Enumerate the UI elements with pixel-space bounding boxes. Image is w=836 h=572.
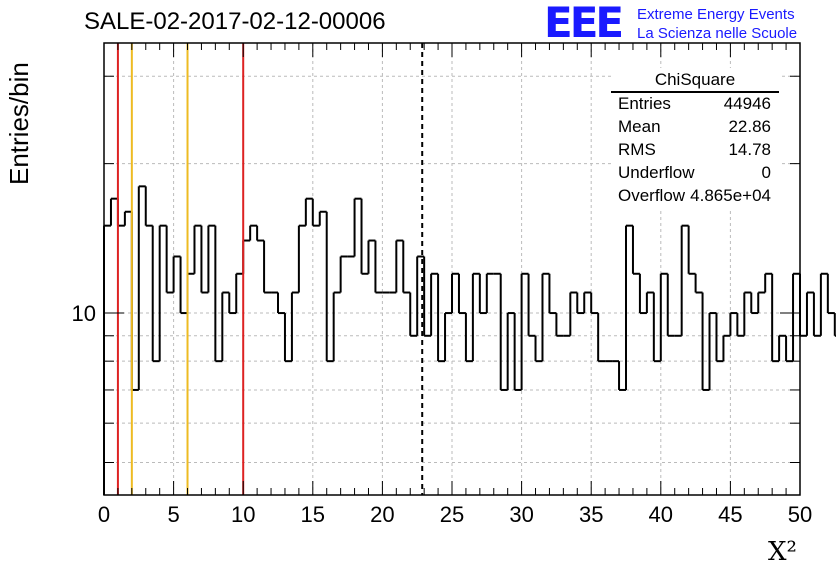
logo-line-1: Extreme Energy Events	[637, 6, 795, 23]
stats-value-rms: 14.78	[728, 140, 771, 159]
x-tick-label: 5	[167, 502, 179, 527]
histogram	[103, 185, 836, 495]
stats-value-underflow: 0	[761, 163, 771, 182]
stats-box: ChiSquare Entries 44946 Mean 22.86 RMS 1…	[611, 68, 779, 208]
chart-title: SALE-02-2017-02-12-00006	[84, 8, 386, 35]
x-tick-label: 0	[98, 502, 110, 527]
y-tick-label: 10	[72, 301, 96, 326]
x-tick-label: 15	[301, 502, 325, 527]
stats-label-rms: RMS	[618, 140, 656, 159]
x-axis-label: X²	[768, 537, 797, 567]
axes: 0 5 10 15 20 25 30 35 40 45 50 10	[72, 42, 812, 527]
x-tick-label: 45	[718, 502, 742, 527]
reference-lines	[116, 43, 424, 495]
eee-logo: EEE	[544, 0, 624, 47]
stats-divider	[611, 91, 779, 93]
stats-title: ChiSquare	[654, 70, 736, 89]
y-axis-label: Entries/bin	[4, 62, 34, 185]
x-tick-label: 40	[649, 502, 673, 527]
stats-value-entries: 44946	[723, 94, 771, 113]
stats-value-overflow: 4.865e+04	[690, 186, 771, 205]
stats-label-entries: Entries	[618, 94, 671, 113]
x-tick-label: 30	[509, 502, 533, 527]
stats-value-mean: 22.86	[728, 117, 771, 136]
x-tick-label: 35	[579, 502, 603, 527]
x-tick-label: 10	[231, 502, 255, 527]
x-tick-label: 20	[370, 502, 394, 527]
stats-label-overflow: Overflow	[618, 186, 686, 205]
logo-line-2: La Scienza nelle Scuole	[637, 25, 798, 42]
x-tick-label: 50	[788, 502, 812, 527]
x-tick-label: 25	[440, 502, 464, 527]
stats-label-underflow: Underflow	[618, 163, 695, 182]
stats-label-mean: Mean	[618, 117, 661, 136]
